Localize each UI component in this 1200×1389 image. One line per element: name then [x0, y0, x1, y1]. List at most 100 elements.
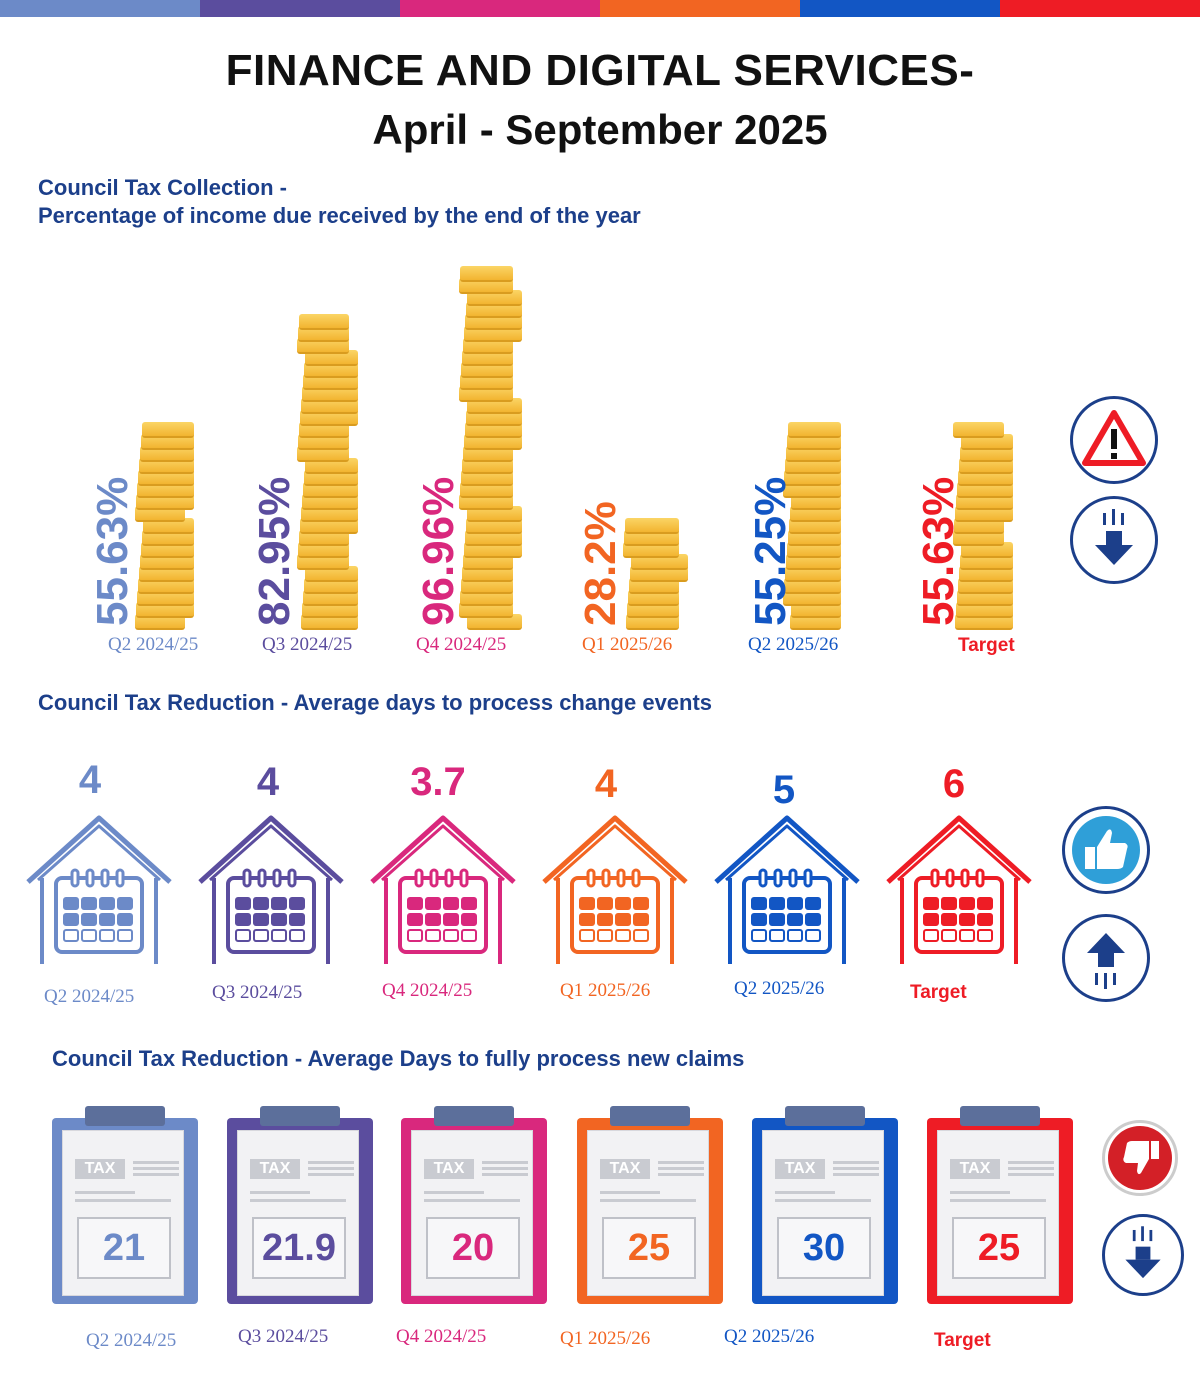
period-label: Q2 2025/26: [734, 978, 825, 999]
tax-clipboard: TAX 21.9: [227, 1106, 373, 1304]
coin: [464, 434, 522, 450]
coin: [961, 542, 1013, 558]
houses-area: 4 Q2 2024/25 4 Q3 2024/25 3.7 Q4 2024/25 4 Q1 2…: [26, 758, 1032, 1007]
coin: [784, 578, 841, 594]
coin: [785, 566, 841, 582]
coin: [136, 494, 194, 510]
clipboard-paper: TAX 21.9: [237, 1130, 359, 1296]
coin: [137, 590, 194, 606]
top-color-bar: [0, 0, 1200, 17]
coin: [140, 446, 194, 462]
coin: [955, 506, 1013, 522]
period-label: Q3 2024/25: [212, 982, 303, 1003]
coin: [460, 482, 513, 498]
coin: [790, 614, 841, 630]
coin: [960, 446, 1013, 462]
text-line: [482, 1173, 528, 1176]
coin: [298, 542, 349, 558]
coin: [960, 554, 1013, 570]
coin: [305, 566, 358, 582]
text-line: [308, 1161, 354, 1164]
coin: [463, 338, 513, 354]
coin: [463, 554, 513, 570]
period-label: Target: [958, 635, 1015, 656]
coin: [791, 494, 841, 510]
section3-heading: Council Tax Reduction - Average Days to …: [52, 1046, 745, 1071]
coin: [959, 458, 1013, 474]
arrow-down-icon: [1070, 496, 1158, 584]
tax-tag: TAX: [424, 1159, 474, 1179]
tax-tag: TAX: [950, 1159, 1000, 1179]
clipboard-clip: [785, 1106, 865, 1126]
coin: [462, 458, 513, 474]
coin: [460, 374, 513, 390]
house-calendar-icon: [26, 815, 172, 964]
period-label: Q4 2024/25: [396, 1326, 487, 1347]
text-line: [424, 1199, 520, 1202]
period-label: Target: [910, 982, 967, 1003]
change-events-days: 3.7: [410, 760, 466, 804]
coin: [301, 614, 358, 630]
coin: [631, 554, 688, 570]
coin: [464, 542, 522, 558]
coin: [791, 602, 841, 618]
coin: [304, 578, 358, 594]
tax-clipboard: TAX 25: [927, 1106, 1073, 1304]
clipboard-clip: [960, 1106, 1040, 1126]
house-calendar-icon: [714, 815, 860, 964]
coin: [956, 494, 1013, 510]
text-line: [424, 1191, 484, 1194]
coin: [788, 422, 841, 438]
period-label: Q1 2025/26: [560, 1328, 651, 1349]
text-line: [950, 1199, 1046, 1202]
coin: [787, 434, 841, 450]
coin: [301, 506, 358, 522]
coin: [630, 566, 688, 582]
period-label: Target: [934, 1330, 991, 1351]
coin: [956, 602, 1013, 618]
coin: [461, 470, 513, 486]
text-line: [658, 1173, 704, 1176]
arrow-up-icon: [1062, 914, 1150, 1002]
coin: [297, 554, 349, 570]
color-segment: [400, 0, 600, 17]
coin: [135, 614, 185, 630]
text-line: [482, 1167, 528, 1170]
coin: [788, 530, 841, 546]
coin: [303, 590, 358, 606]
coin: [304, 362, 358, 378]
coin: [463, 446, 513, 462]
coin: [623, 542, 679, 558]
coin: [300, 518, 358, 534]
period-label: Q3 2024/25: [238, 1326, 329, 1347]
new-claims-days: 25: [602, 1217, 696, 1279]
tax-clipboard: TAX 30: [752, 1106, 898, 1304]
coin: [460, 590, 513, 606]
coin: [298, 434, 349, 450]
text-line: [75, 1199, 171, 1202]
section1-heading-line1: Council Tax Collection -: [38, 175, 287, 200]
coin: [466, 518, 522, 534]
change-events-days: 4: [594, 762, 618, 806]
clipboard-clip: [434, 1106, 514, 1126]
coin: [302, 386, 358, 402]
text-line: [833, 1173, 879, 1176]
coin: [958, 470, 1013, 486]
clipboard-paper: TAX 25: [937, 1130, 1059, 1296]
period-label: Q4 2024/25: [416, 634, 507, 655]
coin: [138, 470, 194, 486]
text-line: [75, 1191, 135, 1194]
coin: [626, 614, 679, 630]
text-line: [775, 1199, 871, 1202]
coin: [959, 566, 1013, 582]
period-label: Q1 2025/26: [582, 634, 673, 655]
warning-icon: [1070, 396, 1158, 484]
coin: [459, 602, 513, 618]
clipboard-paper: TAX 25: [587, 1130, 709, 1296]
coin: [783, 482, 841, 498]
period-label: Q2 2025/26: [724, 1326, 815, 1347]
text-line: [308, 1167, 354, 1170]
coin: [629, 578, 679, 594]
coin: [467, 614, 522, 630]
coin: [957, 590, 1013, 606]
